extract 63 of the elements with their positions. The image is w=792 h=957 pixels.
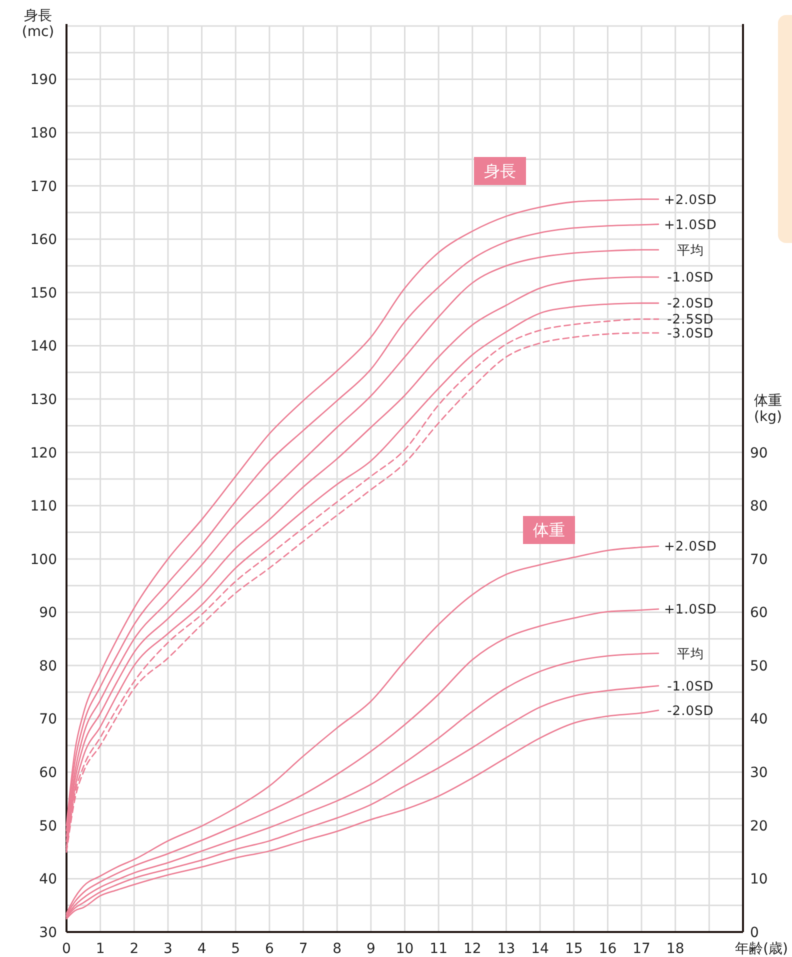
y-tick-label: 30 — [39, 924, 57, 941]
x-tick-label: 16 — [598, 940, 617, 957]
x-tick-label: 10 — [396, 940, 414, 957]
x-tick-label: 15 — [564, 940, 583, 957]
series-label: 平均 — [676, 646, 704, 662]
series-label: -1.0SD — [667, 270, 714, 286]
series-label: +1.0SD — [664, 602, 717, 618]
y-tick-label: 80 — [39, 658, 57, 674]
y2-tick-label: 10 — [750, 872, 768, 888]
x-tick-label: 8 — [332, 940, 342, 957]
y2-tick-label: 50 — [750, 658, 768, 674]
x-tick-label: 2 — [130, 940, 139, 957]
x-tick-label: 0 — [62, 940, 71, 957]
x-tick-label: 17 — [632, 940, 650, 957]
x-tick-label: 18 — [666, 940, 684, 957]
y-tick-label: 190 — [30, 72, 57, 88]
y-axis-title: 身長 (mc) — [22, 8, 54, 40]
x-tick-label: 14 — [531, 940, 550, 957]
y-tick-label: 160 — [30, 232, 57, 248]
annotation: 身長 — [484, 162, 516, 181]
y2-tick-label: 70 — [750, 552, 768, 568]
series-label: -2.0SD — [667, 296, 714, 312]
y2-tick-label: 20 — [750, 818, 768, 834]
series-label: +1.0SD — [664, 218, 717, 233]
y-tick-label: 50 — [39, 818, 57, 834]
annotation: 体重 — [533, 520, 565, 540]
series-label: 平均 — [676, 243, 704, 258]
x-tick-label: 1 — [96, 940, 105, 957]
x-tick-label: 9 — [366, 940, 376, 957]
y-tick-label: 170 — [30, 178, 57, 195]
x-tick-label: 3 — [164, 940, 172, 957]
y-tick-label: 150 — [30, 285, 57, 302]
series-label: +2.0SD — [664, 540, 717, 555]
x-tick-label: 5 — [231, 940, 240, 957]
y2-tick-label: 0 — [750, 924, 759, 941]
x-tick-label: 11 — [430, 940, 448, 957]
x-tick-label: 4 — [197, 940, 206, 957]
x-tick-label: 7 — [298, 940, 308, 957]
series-label: -2.5SD — [667, 312, 714, 328]
y-tick-label: 40 — [39, 872, 57, 888]
series-label: -2.0SD — [667, 704, 714, 719]
y-tick-label: 110 — [30, 498, 57, 515]
series-label: +2.0SD — [664, 192, 717, 208]
y2-tick-label: 30 — [750, 765, 768, 782]
y2-tick-label: 80 — [750, 498, 768, 515]
x-axis-title: 年齢(歳) — [735, 940, 788, 957]
y-tick-label: 100 — [30, 552, 57, 568]
y-tick-label: 120 — [30, 445, 57, 462]
series-label: -1.0SD — [667, 679, 714, 694]
y-tick-label: 70 — [39, 712, 57, 728]
y-tick-label: 140 — [30, 338, 57, 355]
y-tick-label: 90 — [39, 605, 57, 622]
x-tick-label: 12 — [463, 940, 482, 957]
y-tick-label: 60 — [39, 765, 57, 782]
y-tick-label: 130 — [30, 392, 57, 408]
y2-tick-label: 40 — [750, 712, 768, 728]
x-tick-label: 13 — [497, 940, 516, 957]
y2-tick-label: 60 — [750, 605, 768, 622]
y2-tick-label: 90 — [750, 445, 768, 462]
y-tick-label: 180 — [30, 125, 57, 142]
x-tick-label: 6 — [264, 940, 274, 957]
series-label: -3.0SD — [667, 326, 714, 342]
y2-axis-title: 体重 (kg) — [754, 393, 782, 425]
